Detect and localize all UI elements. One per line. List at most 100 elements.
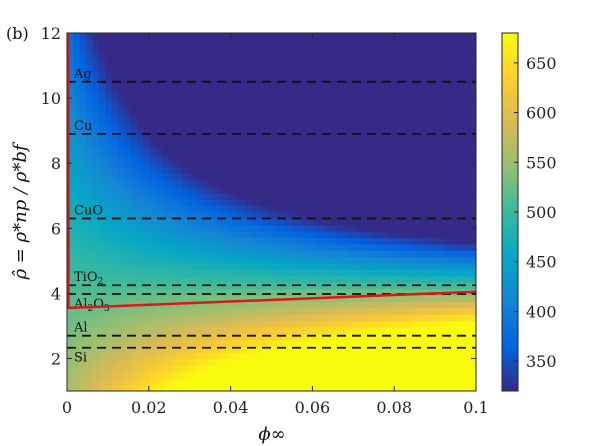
heat-cell [124,173,132,181]
heat-cell [405,224,413,232]
heat-cell [469,352,476,360]
heat-cell [405,301,413,309]
heat-cell [118,384,126,391]
heat-cell [150,237,158,245]
heat-cell [265,90,273,98]
heat-cell [105,231,113,239]
heat-cell [316,224,324,232]
heat-cell [297,314,305,322]
heat-cell [233,205,241,213]
heat-cell [175,359,183,367]
heat-cell [111,96,119,104]
heat-cell [124,58,132,66]
heat-cell [156,58,164,66]
heat-cell [399,167,407,175]
heat-cell [188,314,196,322]
heat-cell [297,224,305,232]
heat-cell [92,180,100,188]
heat-cell [277,205,285,213]
heat-cell [169,295,177,303]
heat-cell [290,218,298,226]
heat-cell [79,58,87,66]
heat-cell [450,122,458,130]
heat-cell [335,275,343,283]
heat-cell [175,103,183,111]
heat-cell [207,288,215,296]
heat-cell [316,141,324,149]
heat-cell [169,199,177,207]
heat-cell [450,275,458,283]
heat-cell [386,320,394,328]
heat-cell [316,365,324,373]
heat-cell [258,243,266,251]
heat-cell [201,365,209,373]
heat-cell [399,186,407,194]
heat-cell [118,84,126,92]
heat-cell [373,148,381,156]
heat-cell [252,237,260,245]
heat-cell [130,250,138,258]
heat-cell [386,96,394,104]
heat-cell [201,269,209,277]
heat-cell [316,122,324,130]
heat-cell [303,346,311,354]
heat-cell [92,243,100,251]
heat-cell [386,64,394,72]
heat-cell [450,160,458,168]
heat-cell [456,231,464,239]
heat-cell [137,378,145,386]
heat-cell [284,52,292,60]
heat-cell [220,275,228,283]
heat-cell [265,243,273,251]
heat-cell [373,116,381,124]
heat-cell [348,52,356,60]
heat-cell [201,90,209,98]
heat-cell [233,84,241,92]
heat-cell [79,224,87,232]
heat-cell [456,116,464,124]
heat-cell [354,186,362,194]
heat-cell [130,148,138,156]
heat-cell [143,352,151,360]
heat-cell [201,288,209,296]
heat-cell [469,256,476,264]
heat-cell [79,237,87,245]
heat-cell [284,141,292,149]
heat-cell [194,96,202,104]
heat-cell [456,333,464,341]
heat-cell [444,96,452,104]
heat-cell [405,109,413,117]
heat-cell [150,45,158,53]
heat-cell [98,359,106,367]
heat-cell [303,384,311,391]
heat-cell [98,33,106,40]
heat-cell [380,314,388,322]
heat-cell [431,218,439,226]
heat-cell [335,52,343,60]
heat-cell [245,180,253,188]
heat-cell [194,359,202,367]
heat-cell [386,141,394,149]
heat-cell [316,148,324,156]
heat-cell [137,371,145,379]
heat-cell [201,352,209,360]
heat-cell [226,307,234,315]
heat-cell [201,167,209,175]
heat-cell [252,218,260,226]
heat-cell [162,90,170,98]
heat-cell [399,346,407,354]
heat-cell [265,307,273,315]
heat-cell [367,295,375,303]
heat-cell [258,275,266,283]
heat-cell [348,212,356,219]
heat-cell [303,148,311,156]
heat-cell [182,256,190,264]
heat-cell [156,314,164,322]
heat-cell [226,282,234,290]
heat-cell [316,109,324,117]
heat-cell [431,224,439,232]
heat-cell [201,186,209,194]
heat-cell [194,282,202,290]
heat-cell [105,103,113,111]
heat-cell [169,167,177,175]
